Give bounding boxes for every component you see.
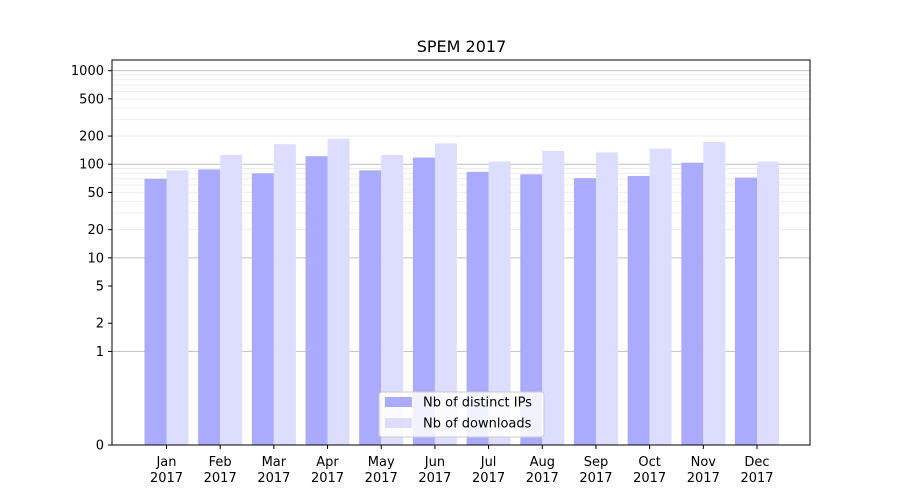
bar xyxy=(327,138,350,445)
legend: Nb of distinct IPs Nb of downloads xyxy=(378,391,545,438)
bar xyxy=(595,152,618,445)
x-tick-label-month: Mar xyxy=(262,455,287,470)
x-tick-label-year: 2017 xyxy=(150,471,183,486)
bar xyxy=(466,171,489,445)
bar xyxy=(703,141,726,445)
legend-label: Nb of downloads xyxy=(423,417,532,432)
bar xyxy=(166,170,189,445)
bar xyxy=(649,148,672,445)
x-tick-label-year: 2017 xyxy=(311,471,344,486)
y-tick-label: 500 xyxy=(79,92,104,107)
legend-label: Nb of distinct IPs xyxy=(423,396,532,411)
y-axis: 0 1 2 5 10 20 50 100 200 500 1000 xyxy=(71,64,112,454)
bar xyxy=(681,162,704,445)
bar xyxy=(488,161,511,445)
x-tick-label-month: Nov xyxy=(691,455,717,470)
legend-swatch xyxy=(385,397,412,407)
y-tick-label: 5 xyxy=(96,280,104,295)
bar xyxy=(735,177,757,446)
x-tick-label-year: 2017 xyxy=(633,471,666,486)
x-tick-label-month: May xyxy=(368,455,395,470)
chart-title: SPEM 2017 xyxy=(417,37,507,56)
bar xyxy=(144,178,167,446)
x-tick-label-year: 2017 xyxy=(204,471,237,486)
y-tick-label: 100 xyxy=(79,158,104,173)
bar xyxy=(757,161,779,445)
bar xyxy=(273,144,296,445)
bar xyxy=(251,173,274,445)
y-tick-label: 10 xyxy=(87,251,104,266)
bar xyxy=(542,150,565,445)
x-tick-label-year: 2017 xyxy=(687,471,720,486)
x-tick-label-month: Dec xyxy=(744,455,769,470)
legend-swatch xyxy=(385,418,412,428)
legend-box xyxy=(378,391,545,438)
bar xyxy=(434,143,457,446)
plot-frame xyxy=(111,59,811,446)
x-tick-label-year: 2017 xyxy=(472,471,505,486)
bar xyxy=(627,175,650,445)
x-tick-label-year: 2017 xyxy=(579,471,612,486)
x-tick-label-month: Sep xyxy=(584,455,609,470)
x-tick-label-month: Apr xyxy=(316,455,339,470)
x-tick-label-month: Jul xyxy=(480,455,497,470)
x-tick-label-year: 2017 xyxy=(257,471,290,486)
bar xyxy=(412,157,435,445)
y-tick-label: 2 xyxy=(96,317,104,332)
x-tick-label-year: 2017 xyxy=(526,471,559,486)
bar xyxy=(305,156,328,445)
x-tick-label-month: Jun xyxy=(424,455,445,470)
y-tick-label: 1000 xyxy=(71,64,104,79)
x-tick-label-month: Aug xyxy=(530,455,555,470)
bar xyxy=(381,154,404,445)
x-axis: Jan2017Feb2017Mar2017Apr2017May2017Jun20… xyxy=(150,445,774,486)
bar xyxy=(573,178,596,445)
bars-layer xyxy=(144,138,779,446)
bar xyxy=(520,174,543,445)
y-tick-label: 50 xyxy=(87,186,104,201)
x-tick-label-year: 2017 xyxy=(740,471,773,486)
bar xyxy=(198,169,221,446)
x-tick-label-month: Jan xyxy=(155,455,176,470)
y-tick-label: 20 xyxy=(87,223,104,238)
y-tick-label: 1 xyxy=(96,345,104,360)
x-tick-label-year: 2017 xyxy=(365,471,398,486)
bar xyxy=(220,154,243,445)
y-tick-label: 200 xyxy=(79,130,104,145)
x-tick-label-month: Feb xyxy=(209,455,232,470)
x-tick-label-month: Oct xyxy=(638,455,660,470)
y-tick-label: 0 xyxy=(96,439,104,454)
bar xyxy=(359,170,382,445)
x-tick-label-year: 2017 xyxy=(418,471,451,486)
